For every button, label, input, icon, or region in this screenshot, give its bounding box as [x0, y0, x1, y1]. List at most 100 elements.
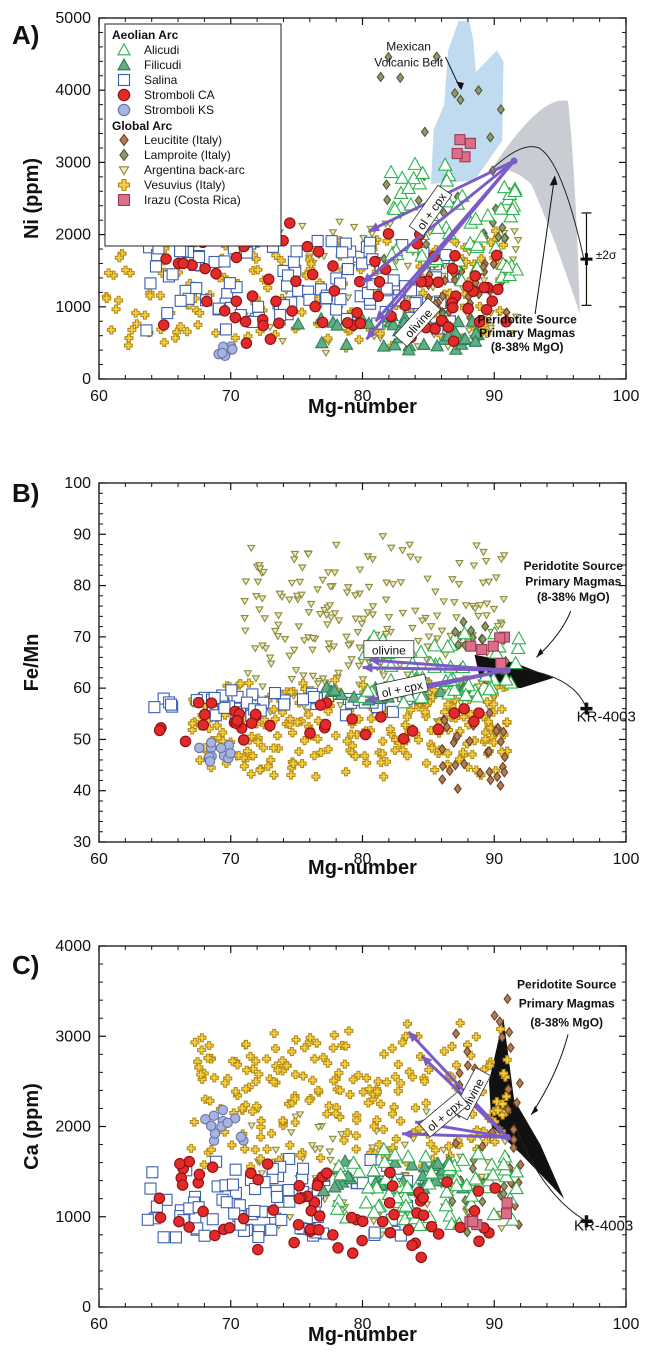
marker-argentina-143	[364, 583, 374, 592]
marker-argentina-41	[439, 1146, 448, 1155]
marker-alicudi-52	[407, 156, 423, 170]
marker-vesuvius-226	[402, 751, 413, 761]
marker-vesuvius-203	[455, 726, 465, 736]
marker-vesuvius-141	[378, 749, 388, 759]
marker-stromboli_ca-14	[237, 734, 250, 746]
marker-vesuvius-105	[393, 1059, 403, 1069]
marker-vesuvius-186	[427, 743, 437, 753]
marker-alicudi-46	[398, 1198, 414, 1212]
marker-argentina-122	[275, 590, 285, 598]
marker-stromboli_ca-34	[305, 1205, 317, 1217]
marker-argentina-52	[384, 614, 394, 622]
marker-stromboli_ca-30	[492, 283, 504, 296]
marker-vesuvius-36	[310, 1054, 320, 1064]
marker-vesuvius-148	[269, 770, 279, 780]
marker-salina-91	[166, 268, 179, 281]
marker-argentina-141	[255, 565, 265, 573]
marker-vesuvius-128	[276, 256, 286, 266]
marker-stromboli_ca-11	[197, 719, 210, 731]
marker-stromboli_ca-32	[328, 285, 341, 297]
marker-argentina-55	[285, 652, 294, 660]
marker-vesuvius-135	[501, 1091, 511, 1102]
marker-vesuvius-191	[387, 1043, 397, 1054]
marker-vesuvius-83	[270, 1043, 281, 1054]
marker-vesuvius-168	[313, 1085, 323, 1095]
marker-vesuvius-109	[502, 1055, 512, 1065]
marker-argentina-88	[506, 330, 515, 338]
marker-argentina-66	[247, 1122, 256, 1130]
marker-salina-73	[228, 1207, 241, 1220]
marker-alicudi-48	[441, 1157, 457, 1171]
marker-vesuvius-140	[123, 340, 133, 351]
marker-vesuvius-204	[335, 1085, 345, 1096]
marker-leucitite-16	[509, 1142, 518, 1154]
marker-vesuvius-65	[419, 1076, 430, 1086]
trend-arrow-head	[408, 1031, 419, 1043]
marker-vesuvius-120	[287, 1047, 297, 1057]
marker-alicudi-47	[470, 1145, 486, 1160]
annotation: Primary Magmas	[519, 996, 615, 1010]
arrow-label-box	[393, 297, 442, 348]
annotation: (8-38% MgO)	[491, 340, 564, 354]
series-stromboli_ks	[213, 341, 238, 362]
marker-argentina-11	[261, 645, 271, 653]
marker-alicudi-45	[496, 1156, 512, 1171]
marker-lamproite-4	[414, 195, 423, 206]
marker-vesuvius-241	[422, 758, 432, 768]
x-tick-label: 70	[222, 388, 240, 405]
marker-argentina-49	[295, 1111, 305, 1119]
marker-alicudi-57	[376, 1141, 392, 1156]
marker-leucitite-29	[440, 714, 449, 726]
marker-vesuvius-42	[455, 1018, 465, 1028]
marker-alicudi-27	[397, 1211, 413, 1226]
marker-argentina-61	[491, 574, 501, 582]
marker-argentina-137	[499, 552, 509, 560]
marker-alicudi-40	[366, 1162, 382, 1177]
marker-vesuvius-205	[187, 718, 197, 729]
marker-vesuvius-115	[378, 736, 388, 746]
marker-stromboli_ca-13	[252, 1243, 264, 1256]
marker-argentina-16	[479, 548, 488, 557]
marker-vesuvius-136	[140, 310, 150, 320]
marker-stromboli_ca-54	[346, 1247, 359, 1259]
marker-argentina-128	[396, 579, 406, 587]
y-tick-label: 80	[73, 578, 91, 595]
marker-vesuvius-219	[237, 1103, 247, 1113]
marker-stromboli_ca-38	[432, 276, 444, 288]
marker-vesuvius-16	[245, 1051, 255, 1061]
marker-leucitite-11	[512, 1097, 521, 1109]
marker-vesuvius-133	[285, 714, 295, 724]
marker-vesuvius-187	[205, 1096, 215, 1106]
marker-leucitite-29	[438, 290, 447, 302]
marker-stromboli_ks-11	[204, 756, 216, 767]
trend-arrow-line	[362, 666, 508, 672]
marker-alicudi-30	[360, 1179, 376, 1194]
marker-vesuvius-125	[363, 1098, 373, 1108]
marker-argentina-72	[368, 603, 378, 611]
x-tick-label: 90	[485, 1316, 503, 1333]
marker-vesuvius-27	[308, 1075, 318, 1085]
marker-vesuvius-62	[440, 707, 450, 717]
marker-vesuvius-129	[309, 751, 319, 761]
marker-stromboli_ca-23	[356, 1234, 368, 1247]
marker-argentina-139	[331, 541, 341, 550]
legend-label-lamproite: Lamproite (Italy)	[144, 148, 231, 162]
marker-alicudi-47	[505, 201, 521, 216]
trend-arrow-head	[375, 310, 386, 322]
marker-alicudi-42	[505, 1212, 521, 1226]
marker-argentina-159	[351, 615, 361, 623]
annotation: (8-38% MgO)	[537, 590, 610, 604]
marker-salina-96	[387, 274, 400, 287]
marker-alicudi-1	[414, 248, 430, 262]
marker-argentina-168	[439, 598, 449, 606]
marker-argentina-175	[493, 622, 503, 631]
marker-argentina-38	[354, 662, 364, 671]
marker-vesuvius-148	[354, 335, 364, 345]
y-tick-label: 90	[73, 526, 91, 543]
marker-alicudi-50	[498, 672, 514, 686]
marker-vesuvius-153	[286, 687, 296, 697]
marker-argentina-2	[448, 576, 457, 584]
marker-stromboli_ca-1	[369, 255, 381, 268]
marker-vesuvius-164	[329, 1076, 339, 1086]
marker-stromboli_ca-58	[286, 305, 298, 317]
